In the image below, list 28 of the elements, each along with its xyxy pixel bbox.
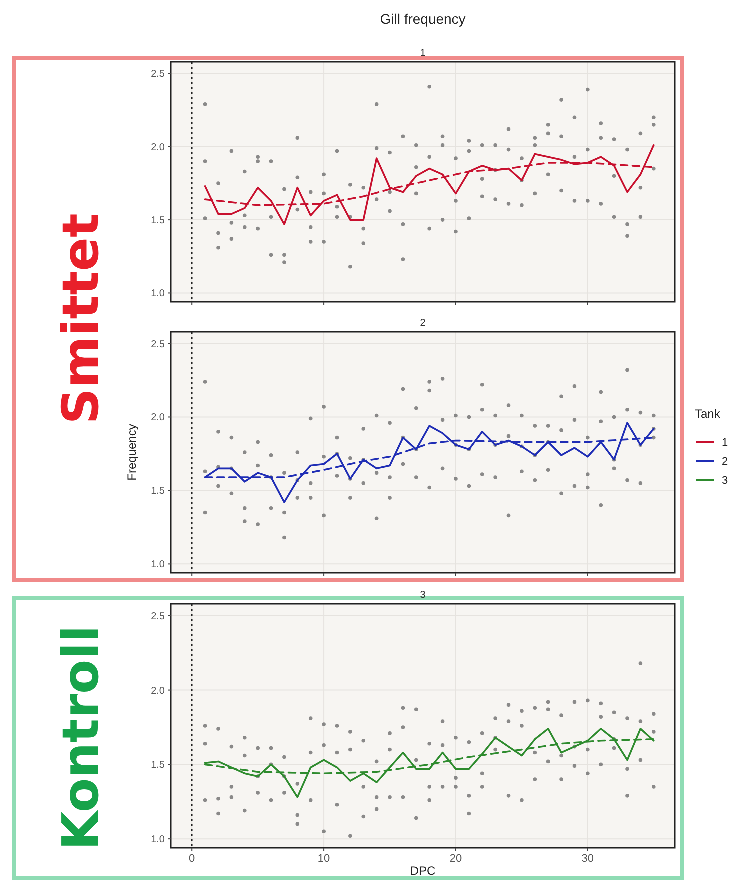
y-tick-label: 1.0	[151, 560, 166, 571]
y-tick-label: 1.0	[151, 288, 166, 300]
y-tick-label: 2.5	[151, 69, 166, 80]
y-tick-label: 2.0	[151, 686, 166, 697]
legend-title: Tank	[695, 407, 722, 421]
text: Smittet	[52, 214, 110, 424]
y-tick-label: 1.5	[151, 760, 166, 772]
x-tick-label: 10	[318, 853, 330, 865]
y-tick-label: 2.0	[151, 142, 166, 154]
legend-label: 1	[722, 436, 728, 449]
x-tick-label: 20	[450, 853, 462, 865]
x-tick-label: 0	[189, 853, 196, 865]
y-axis-title: Frequency	[125, 424, 139, 481]
x-tick-label: 30	[582, 853, 594, 865]
y-tick-label: 1.5	[151, 486, 166, 498]
x-axis-title: DPC	[410, 864, 436, 878]
text: Kontroll	[52, 626, 110, 850]
chart-subtitle: 1	[420, 48, 426, 59]
chart-subtitle: 2	[420, 318, 426, 329]
y-tick-label: 2.5	[151, 339, 166, 350]
y-tick-label: 1.5	[151, 216, 166, 227]
legend-label: 3	[722, 474, 728, 487]
chart-subtitle: 3	[420, 590, 426, 601]
chart-title: Gill frequency	[380, 11, 466, 27]
y-tick-label: 2.0	[151, 412, 166, 424]
legend-label: 2	[722, 456, 728, 468]
y-tick-label: 2.5	[151, 611, 166, 622]
y-tick-label: 1.0	[151, 834, 166, 846]
